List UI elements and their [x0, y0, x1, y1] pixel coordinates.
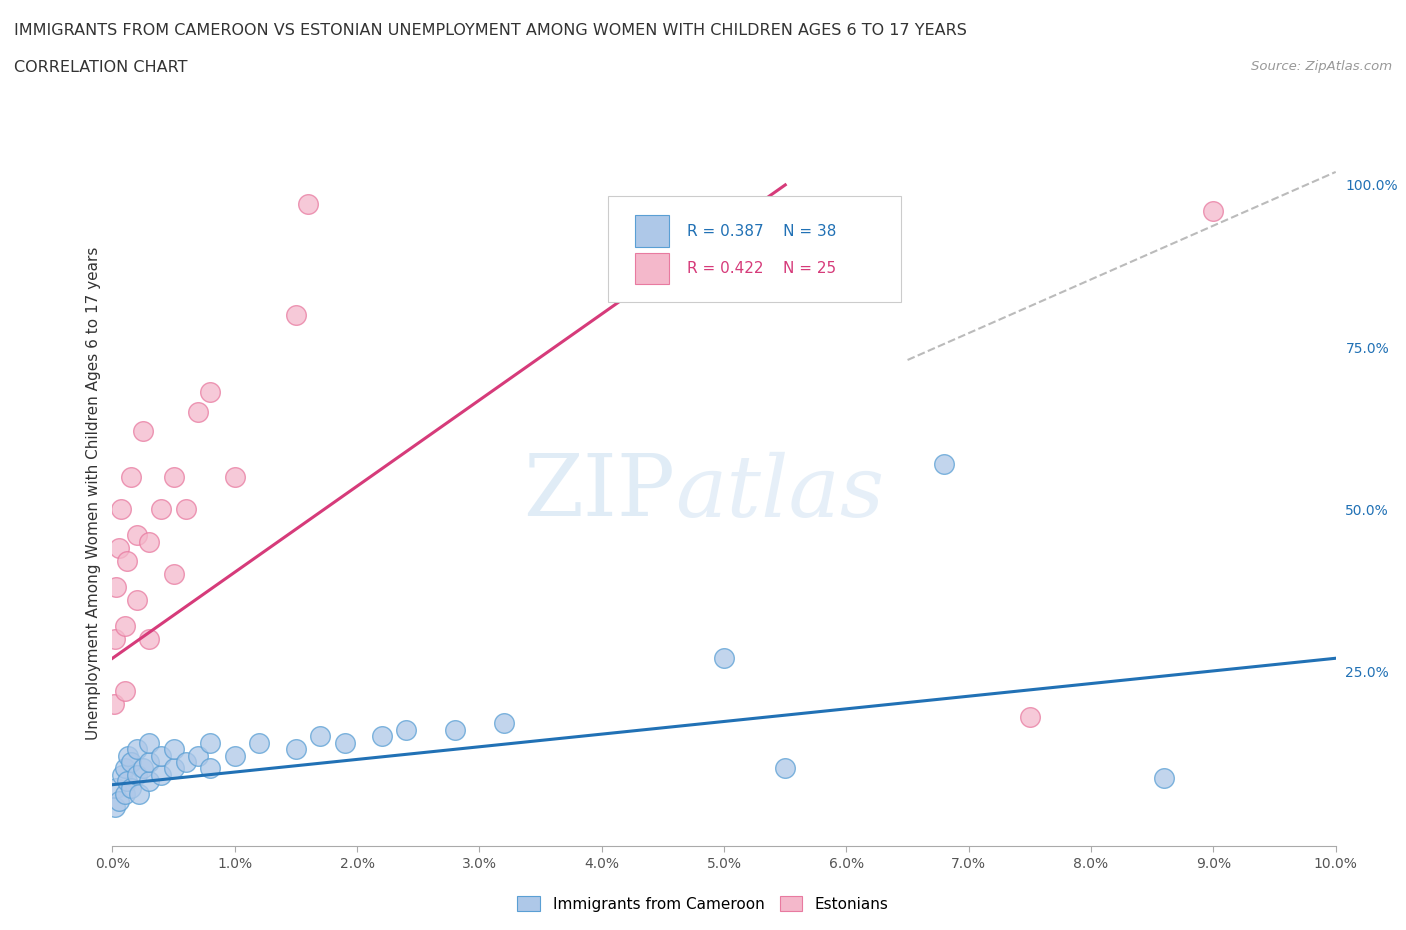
Point — [114, 761, 136, 776]
Point — [125, 527, 148, 542]
Point — [114, 684, 136, 698]
Point — [115, 553, 138, 568]
Point — [120, 780, 142, 795]
Point — [132, 761, 155, 776]
FancyBboxPatch shape — [634, 215, 669, 247]
FancyBboxPatch shape — [607, 196, 901, 302]
Point — [107, 540, 129, 555]
Point — [138, 774, 160, 789]
Point — [125, 767, 148, 782]
Text: R = 0.422    N = 25: R = 0.422 N = 25 — [688, 261, 837, 276]
Point — [200, 735, 222, 750]
Point — [1153, 771, 1175, 786]
Point — [150, 767, 173, 782]
Text: Source: ZipAtlas.com: Source: ZipAtlas.com — [1251, 60, 1392, 73]
Point — [200, 761, 222, 776]
Point — [247, 735, 270, 750]
Point — [125, 592, 148, 607]
Point — [187, 748, 209, 763]
Point — [107, 793, 129, 808]
Point — [104, 800, 127, 815]
Point — [138, 534, 160, 549]
Point — [492, 716, 515, 731]
Point — [284, 307, 308, 322]
Legend: Immigrants from Cameroon, Estonians: Immigrants from Cameroon, Estonians — [512, 889, 894, 918]
Point — [1018, 710, 1040, 724]
Point — [163, 741, 186, 756]
Point — [775, 761, 797, 776]
Point — [132, 424, 155, 439]
Point — [333, 735, 356, 750]
Point — [444, 722, 467, 737]
Text: IMMIGRANTS FROM CAMEROON VS ESTONIAN UNEMPLOYMENT AMONG WOMEN WITH CHILDREN AGES: IMMIGRANTS FROM CAMEROON VS ESTONIAN UNE… — [14, 23, 967, 38]
Text: atlas: atlas — [675, 452, 884, 534]
Point — [370, 728, 392, 743]
FancyBboxPatch shape — [634, 253, 669, 285]
Point — [395, 722, 418, 737]
Point — [163, 470, 186, 485]
Point — [174, 754, 197, 769]
Point — [150, 501, 173, 516]
Point — [224, 470, 246, 485]
Point — [200, 385, 222, 400]
Text: ZIP: ZIP — [523, 451, 675, 535]
Point — [163, 761, 186, 776]
Point — [174, 501, 197, 516]
Point — [125, 741, 148, 756]
Point — [105, 579, 128, 594]
Point — [187, 405, 209, 419]
Point — [224, 748, 246, 763]
Point — [934, 457, 956, 472]
Point — [713, 651, 735, 666]
Y-axis label: Unemployment Among Women with Children Ages 6 to 17 years: Unemployment Among Women with Children A… — [86, 246, 101, 739]
Point — [297, 197, 319, 212]
Point — [110, 501, 132, 516]
Point — [114, 618, 136, 633]
Point — [120, 470, 142, 485]
Point — [150, 748, 173, 763]
Point — [117, 748, 139, 763]
Point — [309, 728, 332, 743]
Point — [115, 774, 138, 789]
Point — [111, 767, 134, 782]
Point — [1202, 204, 1225, 219]
Point — [105, 780, 128, 795]
Point — [284, 741, 308, 756]
Text: CORRELATION CHART: CORRELATION CHART — [14, 60, 187, 75]
Point — [120, 754, 142, 769]
Text: R = 0.387    N = 38: R = 0.387 N = 38 — [688, 223, 837, 238]
Point — [138, 631, 160, 646]
Point — [114, 787, 136, 802]
Point — [103, 697, 125, 711]
Point — [138, 735, 160, 750]
Point — [163, 566, 186, 581]
Point — [138, 754, 160, 769]
Point — [128, 787, 150, 802]
Point — [104, 631, 127, 646]
